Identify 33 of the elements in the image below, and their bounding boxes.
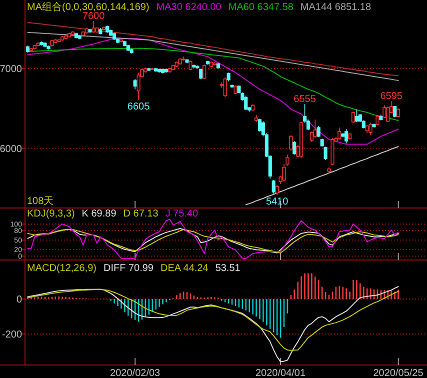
chart-title: KDJ(9,3,3) [27,208,75,220]
text: MA60 6347.58 [228,2,294,13]
x-tick-label: 2020/04/01 [255,368,306,378]
series-label: J 75.40 [165,208,199,220]
annotation: 6555 [294,94,316,106]
line-series [27,286,399,362]
series-label: K 69.89 [82,208,117,220]
annotation: 108天 [27,196,54,207]
chart-title: MACD(12,26,9) [27,263,96,274]
annotation: 53.51 [215,263,241,274]
annotation: 6595 [380,90,403,102]
line-series [27,22,399,76]
text: MA30 6240.00 [156,2,222,13]
x-tick-label: 2020/05/25 [373,368,424,378]
y-tick-label: 6000 [0,144,22,155]
annotation: 7600 [82,10,106,22]
line-series [245,146,399,206]
line-series [27,218,399,259]
x-tick-label: 2020/02/03 [110,368,161,378]
chart-title: MA组合(0,0,30,60,144,169) [27,1,150,13]
annotation: 6605 [127,102,150,113]
series-label: DIFF 70.99 [103,263,154,274]
candlestick [286,154,290,166]
line-series [27,32,399,81]
annotation: 5410 [266,196,289,208]
line-series [27,288,399,351]
text: MA144 6851.18 [300,2,372,13]
y-tick-label: 0 [16,294,22,306]
y-tick-label: 7000 [0,64,22,76]
text: DEA 44.24 [160,263,209,274]
y-tick-label: -200 [2,330,22,341]
candlestick [136,72,140,100]
series-label: D 67.13 [123,208,159,220]
